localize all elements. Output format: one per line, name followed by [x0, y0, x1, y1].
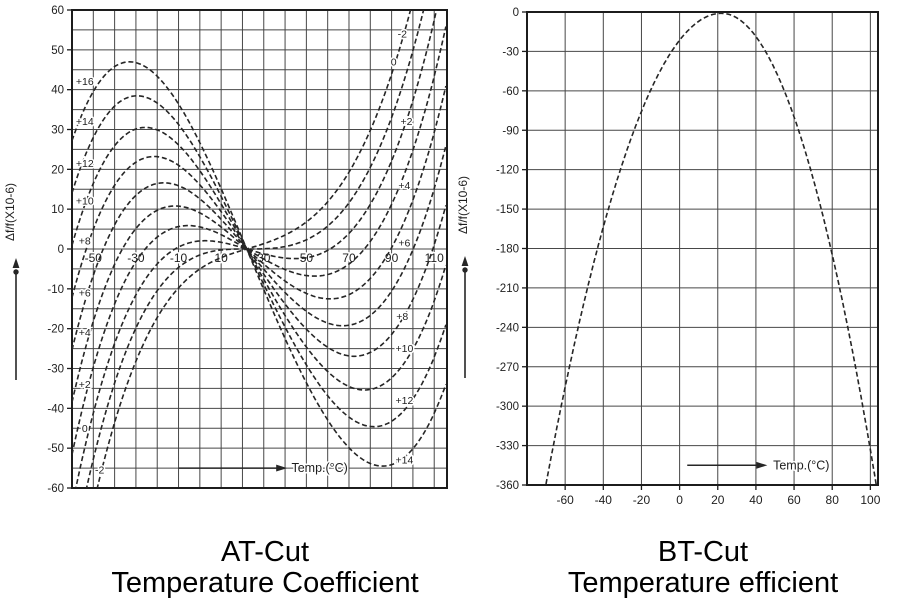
y-tick-label: 0 — [513, 7, 519, 19]
curve-label: +2 — [401, 116, 413, 128]
curve-label: 0 — [82, 423, 88, 435]
curve-+10 — [72, 155, 447, 358]
curve-+16 — [72, 60, 447, 467]
x-tick-label: 0 — [676, 493, 683, 507]
curve-+12 — [72, 126, 447, 391]
bt-y-axis: 0 -30 -60 -90 -120 -150 -180 -210 -240 -270 -300 -3… — [496, 7, 527, 492]
curve-+4 — [72, 26, 447, 455]
curve-label: +10 — [395, 343, 413, 355]
y-tick-label: -150 — [496, 204, 519, 216]
y-tick-label: -10 — [47, 284, 64, 296]
x-tick-label: 60 — [787, 493, 801, 507]
curve-+14 — [72, 95, 447, 428]
curve-+8 — [72, 145, 447, 351]
y-tick-label: -60 — [47, 483, 64, 495]
curve--2 — [96, 10, 412, 488]
x-tick-label: -10 — [170, 251, 188, 265]
curve-label: -2 — [398, 28, 407, 40]
y-tick-label: 40 — [51, 85, 64, 97]
curve-label: +10 — [76, 196, 94, 208]
y-axis-arrowhead-icon — [12, 258, 20, 268]
y-axis-arrowhead-icon — [461, 256, 469, 266]
curve-label: +14 — [76, 116, 94, 128]
bt-cut-caption: BT-Cut Temperature efficient — [505, 537, 900, 599]
y-tick-label: 20 — [51, 164, 64, 176]
bt-x-axis: -60 -40 -20 0 20 40 60 80 100 — [556, 485, 881, 507]
y-tick-label: -30 — [502, 46, 519, 58]
curve-label: +4 — [79, 327, 91, 339]
y-tick-label: -210 — [496, 283, 519, 295]
curve-label: +8 — [396, 311, 408, 323]
at-curves — [72, 10, 447, 488]
curve-label: +8 — [79, 236, 91, 248]
y-tick-label: -40 — [47, 403, 64, 415]
curve-label: +12 — [395, 395, 413, 407]
at-y-axis: 60 50 40 30 20 10 0 -10 -20 -30 -40 -50 -60 — [47, 5, 72, 495]
curve-+2 — [75, 10, 438, 488]
curve-label: +2 — [79, 379, 91, 391]
parabola-curve — [545, 12, 878, 485]
x-tick-label: -60 — [556, 493, 574, 507]
y-tick-label: -360 — [496, 480, 519, 492]
x-tick-label: -50 — [85, 251, 103, 265]
y-tick-label: 60 — [51, 5, 64, 17]
at-cut-caption: AT-Cut Temperature Coefficient — [35, 537, 495, 599]
temp-axis-label: Temp.(°C) — [291, 461, 347, 475]
bt-cut-chart: 0 -30 -60 -90 -120 -150 -180 -210 -240 -270 -300 -3… — [456, 7, 881, 507]
y-tick-label: -300 — [496, 401, 519, 413]
at-cut-caption-title: AT-Cut — [220, 536, 310, 568]
y-tick-label: 10 — [51, 204, 64, 216]
y-tick-label: 0 — [58, 244, 64, 256]
x-tick-label: 70 — [342, 251, 356, 265]
x-tick-label: 40 — [749, 493, 763, 507]
curve-label: +4 — [398, 180, 410, 192]
temp-axis-label: Temp.(°C) — [773, 458, 829, 472]
temp-axis-arrowhead-icon — [756, 461, 768, 469]
curve-label: -2 — [95, 465, 104, 477]
at-gridlines — [71, 9, 447, 489]
y-tick-label: -50 — [47, 443, 64, 455]
y-tick-label: -60 — [502, 86, 519, 98]
x-tick-label: -20 — [633, 493, 651, 507]
y-tick-label: -330 — [496, 441, 519, 453]
bt-curves — [545, 12, 878, 485]
y-tick-label: -20 — [47, 324, 64, 336]
y-tick-label: -180 — [496, 244, 519, 256]
y-tick-label: 30 — [51, 125, 64, 137]
curve-label: +14 — [395, 455, 413, 467]
curve-label: +16 — [76, 76, 94, 88]
at-x-axis: -50 -30 -10 10 30 50 70 90 110 — [83, 250, 445, 267]
y-axis-title: Δf/f(X10-6) — [456, 176, 470, 234]
at-cut-caption-subtitle: Temperature Coefficient — [111, 567, 419, 599]
x-tick-label: 90 — [385, 251, 399, 265]
temp-axis-arrowhead-icon — [276, 464, 288, 472]
curve-label: +6 — [79, 287, 91, 299]
y-tick-label: -240 — [496, 322, 519, 334]
y-tick-label: -120 — [496, 165, 519, 177]
x-tick-label: -40 — [595, 493, 613, 507]
y-tick-label: 50 — [51, 45, 64, 57]
curve-0 — [85, 10, 425, 488]
curve-label: +12 — [76, 158, 94, 170]
curve-label: 0 — [391, 56, 397, 68]
y-tick-label: -30 — [47, 364, 64, 376]
x-tick-label: 10 — [214, 251, 228, 265]
curve-label: +6 — [398, 238, 410, 250]
curve-+6 — [72, 85, 447, 403]
bt-cut-caption-subtitle: Temperature efficient — [567, 567, 839, 599]
bt-cut-caption-title: BT-Cut — [657, 536, 749, 568]
y-tick-label: -270 — [496, 362, 519, 374]
y-axis-title: Δf/f(X10-6) — [3, 183, 17, 241]
x-tick-label: 20 — [711, 493, 725, 507]
y-tick-label: -90 — [502, 125, 519, 137]
x-tick-label: 80 — [826, 493, 840, 507]
bt-gridlines — [527, 11, 878, 486]
x-tick-label: 100 — [860, 493, 880, 507]
